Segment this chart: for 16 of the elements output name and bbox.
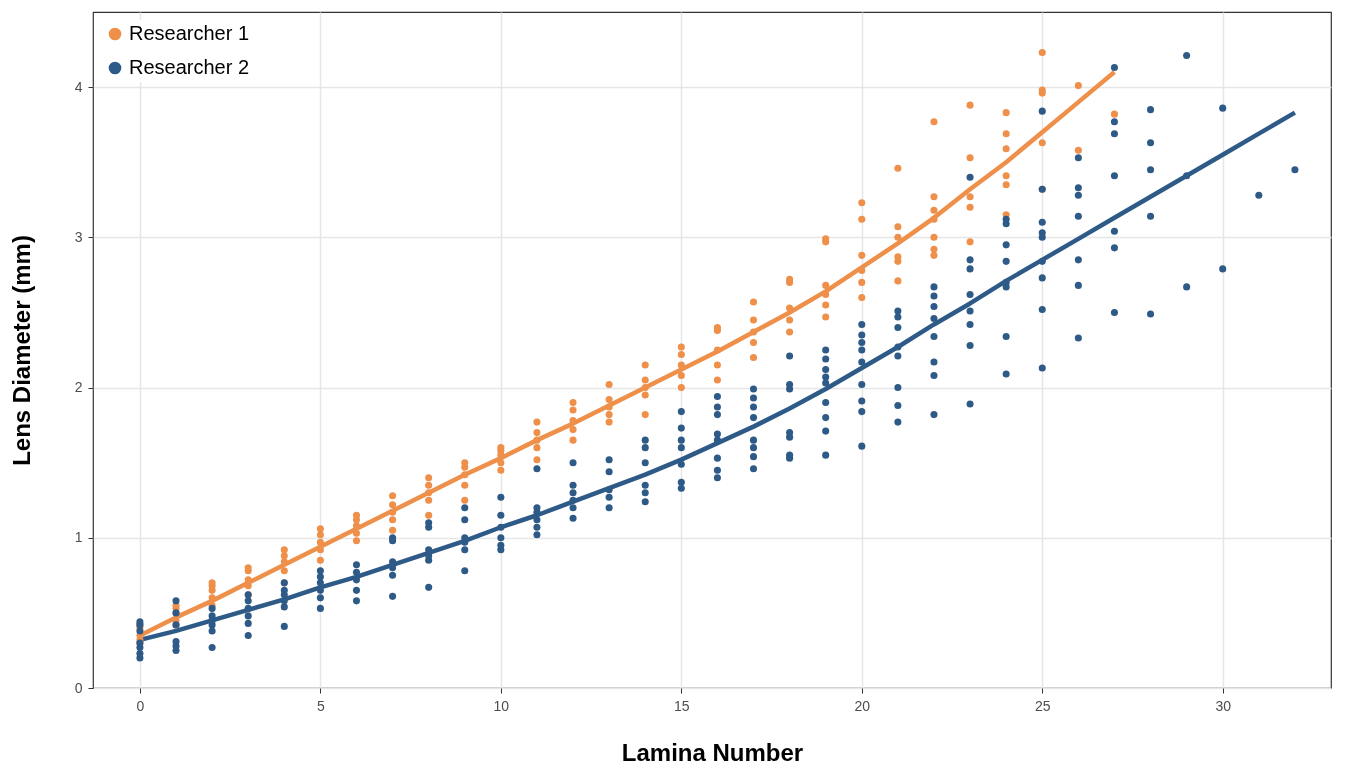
y-tick-label: 3 <box>74 228 83 245</box>
legend-label: Researcher 1 <box>129 22 250 44</box>
legend-label: Researcher 2 <box>129 56 250 78</box>
x-tick-label: 30 <box>1215 697 1232 714</box>
x-tick-label: 15 <box>674 697 690 714</box>
x-tick-label: 0 <box>136 697 145 714</box>
y-tick-label: 0 <box>74 679 83 696</box>
y-tick-label: 4 <box>74 78 83 95</box>
y-tick-label: 2 <box>74 379 83 396</box>
x-tick-label: 25 <box>1034 697 1051 714</box>
x-tick-label: 5 <box>316 697 325 714</box>
y-tick-label: 1 <box>74 529 83 546</box>
x-axis-title: Lamina Number <box>621 738 804 766</box>
x-tick-label: 20 <box>854 697 871 714</box>
x-tick-label: 10 <box>493 697 510 714</box>
y-axis-title: Lens Diameter (mm) <box>7 235 35 466</box>
